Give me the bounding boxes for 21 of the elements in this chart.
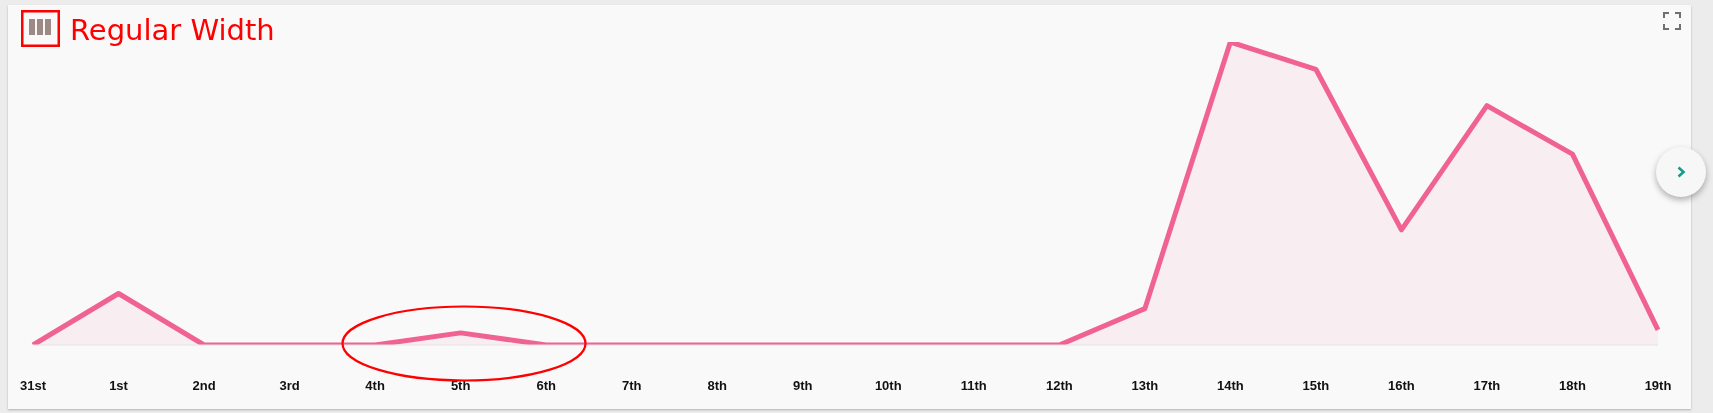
x-tick-label: 6th bbox=[536, 378, 556, 394]
x-tick-label: 31st bbox=[19, 378, 47, 394]
x-tick-label: 4th bbox=[365, 378, 385, 394]
x-tick-label: 8th bbox=[707, 378, 728, 394]
x-tick-label: 1st bbox=[109, 378, 129, 394]
x-tick-label: 18th bbox=[1559, 378, 1586, 394]
x-tick-label: 2nd bbox=[192, 378, 216, 394]
x-tick-label: 10th bbox=[874, 378, 902, 394]
x-tick-label: 3rd bbox=[279, 378, 300, 394]
x-tick-label: 14th bbox=[1217, 378, 1244, 394]
x-tick-label: 7th bbox=[621, 378, 642, 394]
x-tick-label: 9th bbox=[792, 378, 813, 394]
x-tick-label: 16th bbox=[1388, 378, 1415, 394]
x-tick-label: 15th bbox=[1302, 378, 1330, 394]
x-tick-label: 5th bbox=[450, 378, 471, 394]
x-tick-label: 19th bbox=[1644, 378, 1672, 394]
x-tick-label: 11th bbox=[960, 378, 987, 394]
x-tick-label: 13th bbox=[1131, 378, 1159, 394]
x-tick-label: 12th bbox=[1045, 378, 1073, 394]
x-tick-label: 17th bbox=[1473, 378, 1501, 394]
annotation: Regular Width bbox=[70, 13, 275, 47]
